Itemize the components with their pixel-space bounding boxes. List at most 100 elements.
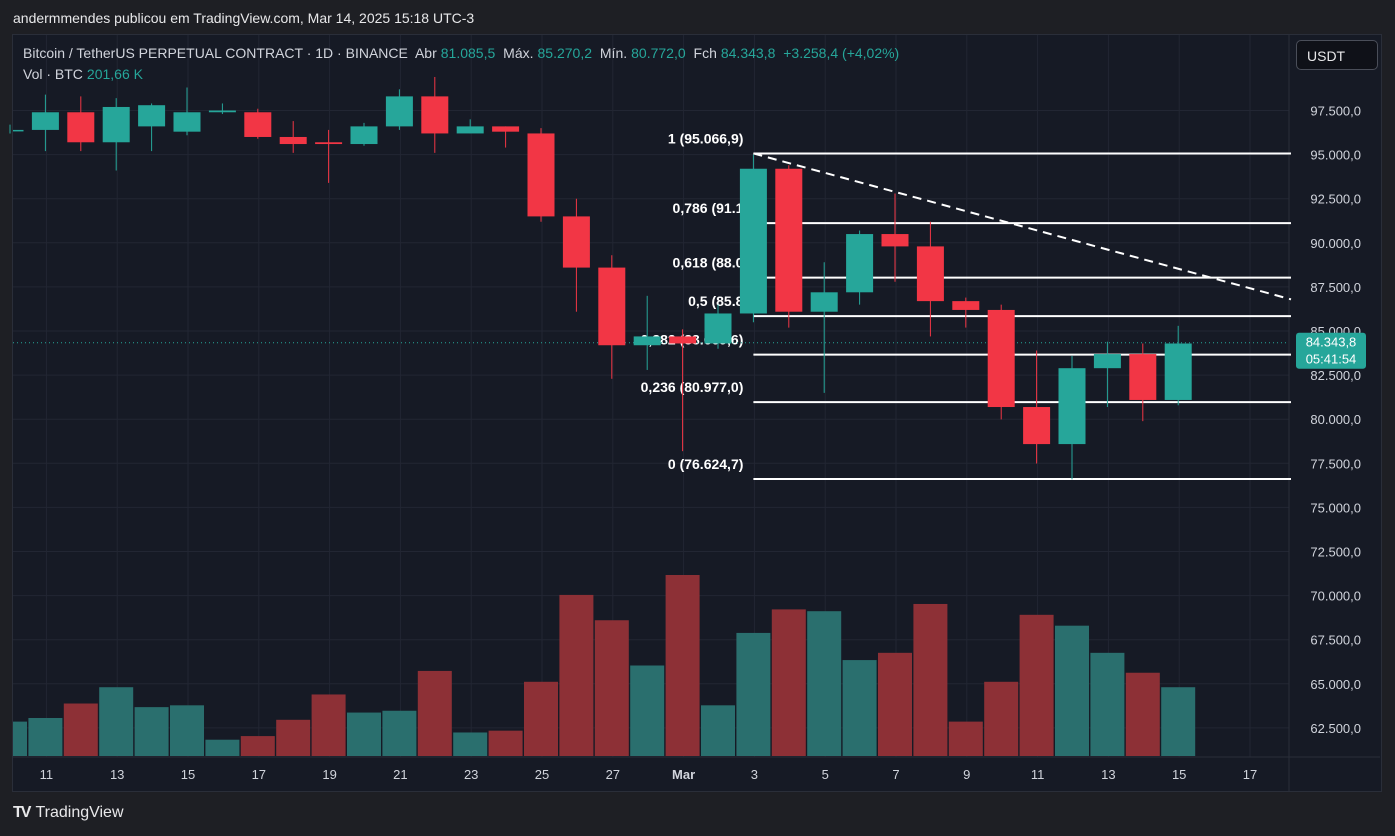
fib-level-label: 0,786 (91.1 (673, 200, 744, 216)
volume-legend: Vol · BTC 201,66 K (23, 66, 143, 82)
volume-bars (13, 575, 1196, 756)
candle-body (739, 168, 767, 314)
volume-bar (1161, 687, 1196, 756)
candle-body (279, 136, 307, 145)
symbol-name: Bitcoin / TetherUS PERPETUAL CONTRACT · … (23, 45, 408, 61)
candle-body (987, 309, 1015, 408)
candle-body (102, 106, 130, 143)
price-axis: 97.500,0 95.000,0 92.500,0 90.000,0 87.500,0… (1310, 104, 1361, 736)
price-tag-box (1296, 332, 1366, 369)
candle-body (13, 129, 24, 132)
volume-bar (99, 687, 134, 756)
low-label: Mín. (599, 45, 628, 61)
price-axis-label: 62.500,0 (1310, 721, 1361, 736)
candle-body (315, 142, 343, 145)
volume-bar (311, 694, 346, 756)
price-axis-label: 67.500,0 (1310, 633, 1361, 648)
time-axis-label: Mar (672, 767, 695, 782)
time-axis-label: 15 (1172, 767, 1186, 782)
fibonacci-retracement: 1 (95.066,9) 0,786 (91.1 0,618 (88.0 0,5 (8… (641, 130, 1292, 480)
price-axis-label: 70.000,0 (1310, 589, 1361, 604)
candle-body (810, 292, 838, 312)
time-axis-label: 21 (393, 767, 407, 782)
candle-body (881, 234, 909, 247)
candle-body (244, 112, 272, 137)
time-axis-label: 23 (464, 767, 478, 782)
volume-bar (170, 705, 204, 756)
candle-body (421, 96, 449, 134)
change-value: +3.258,4 (+4,02%) (783, 45, 900, 61)
time-axis-label: 17 (252, 767, 266, 782)
time-axis-label: 9 (963, 767, 970, 782)
volume-bar (1125, 672, 1160, 756)
candle-body (173, 112, 201, 132)
volume-bar (488, 730, 523, 756)
candle-body (846, 234, 874, 293)
volume-bar (984, 681, 1019, 756)
trendline (753, 152, 1292, 301)
volume-bar (205, 739, 240, 756)
candle-body (775, 168, 803, 312)
candle-body (916, 246, 944, 302)
candle-body (456, 126, 484, 134)
candle-body (598, 267, 626, 346)
candle-body (1093, 354, 1121, 369)
fib-level-label: 0 (76.624,7) (668, 456, 744, 472)
brand-name: TradingView (35, 804, 124, 821)
volume-bar (1019, 614, 1054, 756)
volume-label: Vol · BTC (23, 66, 83, 82)
candle-body (31, 112, 59, 130)
price-axis-label: 97.500,0 (1310, 104, 1361, 119)
candle-body (1129, 354, 1157, 400)
price-tag-value: 84.343,8 (1306, 335, 1357, 350)
price-axis-label: 80.000,0 (1310, 412, 1361, 427)
price-axis-label: 92.500,0 (1310, 192, 1361, 207)
open-label: Abr (414, 45, 437, 61)
fib-level-label: 0,618 (88.0 (673, 255, 744, 271)
volume-bar (559, 594, 594, 756)
fib-level-label: 1 (95.066,9) (668, 130, 744, 146)
price-axis-label: 75.000,0 (1310, 500, 1361, 515)
volume-bar (417, 670, 452, 756)
candle-body (1058, 368, 1086, 445)
volume-bar (948, 721, 983, 756)
fib-level-label: 0,236 (80.977,0) (641, 379, 744, 395)
time-axis-label: 17 (1243, 767, 1257, 782)
open-value: 81.085,5 (440, 45, 496, 61)
volume-bar (807, 611, 842, 756)
candle-body (208, 110, 236, 113)
candle-body (1023, 407, 1051, 445)
candle-body (1164, 343, 1192, 400)
volume-bar (28, 717, 63, 756)
candle-body (492, 126, 520, 132)
currency-button[interactable]: USDT (1296, 40, 1378, 70)
time-axis-label: 25 (535, 767, 549, 782)
volume-bar (134, 707, 169, 756)
volume-bar (240, 736, 275, 756)
volume-bar (63, 703, 98, 756)
price-axis-label: 65.000,0 (1310, 677, 1361, 692)
time-axis-label: 27 (606, 767, 620, 782)
candle-body (952, 301, 980, 310)
low-value: 80.772,0 (631, 45, 686, 61)
time-axis-label: 11 (1031, 767, 1045, 782)
symbol-legend: Bitcoin / TetherUS PERPETUAL CONTRACT · … (23, 45, 903, 61)
volume-bar (665, 575, 700, 756)
close-value: 84.343,8 (720, 45, 776, 61)
publish-caption: andermmendes publicou em TradingView.com… (13, 10, 475, 26)
candle-body (633, 336, 661, 346)
volume-bar (524, 681, 558, 756)
volume-bar (594, 620, 629, 756)
volume-bar (347, 712, 381, 756)
volume-bar (842, 660, 877, 756)
candle-body (350, 126, 378, 145)
time-axis: 11 13 15 17 19 21 23 25 27 Mar 3 5 7 9 11 13 15 17 (40, 767, 1258, 782)
volume-bar (1055, 625, 1089, 756)
time-axis-label: 19 (322, 767, 336, 782)
volume-bar (13, 721, 27, 756)
time-axis-label: 13 (110, 767, 124, 782)
time-axis-label: 15 (181, 767, 195, 782)
volume-bar (276, 719, 311, 756)
tradingview-brand[interactable]: TV TradingView (13, 804, 124, 822)
